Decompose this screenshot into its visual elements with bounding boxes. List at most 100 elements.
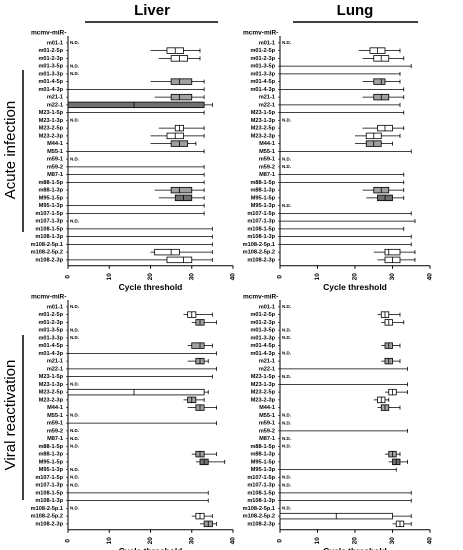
category-label: m59-2 xyxy=(259,428,275,434)
nd-label: N.D. xyxy=(70,40,79,45)
category-label: m01-2-3p xyxy=(250,320,275,326)
x-tick-label: 30 xyxy=(389,273,396,281)
category-label: M87-1 xyxy=(47,172,63,178)
category-label: m108-2-5p.1 xyxy=(31,242,63,248)
category-label: M55-1 xyxy=(47,413,63,419)
category-label: m01-3-5p xyxy=(250,64,275,70)
category-label: m108-1-5p xyxy=(247,226,275,232)
box xyxy=(166,256,193,264)
category-label: m108-1-5p xyxy=(247,490,275,496)
category-label: m108-1-5p xyxy=(35,490,63,496)
category-label: m108-2-3p xyxy=(35,257,63,263)
category-label: M95-1-5p xyxy=(39,459,64,465)
nd-label: N.D. xyxy=(282,118,291,123)
category-label: m01-2-3p xyxy=(250,56,275,62)
x-tick-label: 10 xyxy=(106,537,113,545)
x-tick-label: 20 xyxy=(352,273,359,281)
category-label: M23-2-3p xyxy=(251,133,276,139)
category-label: M23-2-3p xyxy=(251,397,276,403)
category-label: M95-1-3p xyxy=(251,467,276,473)
category-label: m88-1-3p xyxy=(38,188,63,194)
category-label: M23-1-3p xyxy=(39,118,64,124)
x-axis-title: Cycle threshold xyxy=(323,546,387,550)
category-label: M95-1-3p xyxy=(251,203,276,209)
category-label: m01-2-3p xyxy=(38,320,63,326)
x-tick-label: 0 xyxy=(65,539,72,543)
category-label: m01-1 xyxy=(259,40,275,46)
category-label: m59-1 xyxy=(47,157,63,163)
x-tick-label: 0 xyxy=(65,275,72,279)
column-title: Liver xyxy=(134,2,170,19)
row-title: Viral reactivation xyxy=(2,360,19,471)
category-label: m22-1 xyxy=(47,102,63,108)
nd-label: N.D. xyxy=(282,413,291,418)
nd-label: N.D. xyxy=(70,382,79,387)
box xyxy=(67,388,205,396)
category-label: M23-1-5p xyxy=(39,374,64,380)
category-label: m108-2-3p xyxy=(35,521,63,527)
category-label: m01-3-5p xyxy=(38,328,63,334)
category-label: m108-1-3p xyxy=(247,498,275,504)
x-tick-label: 30 xyxy=(188,273,195,281)
column-title: Lung xyxy=(337,2,374,19)
category-label: m01-4-5p xyxy=(250,79,275,85)
category-label: m22-1 xyxy=(259,366,275,372)
x-tick-label: 40 xyxy=(427,273,434,281)
category-label: m01-4-5p xyxy=(38,79,63,85)
category-label: M44-1 xyxy=(47,405,63,411)
category-label: M44-1 xyxy=(47,141,63,147)
category-label: m108-1-3p xyxy=(35,234,63,240)
category-label: M55-1 xyxy=(259,413,275,419)
x-tick-label: 20 xyxy=(147,537,154,545)
nd-label: N.D. xyxy=(282,351,291,356)
category-label: m01-4-5p xyxy=(38,343,63,349)
category-label: m108-2-5p.1 xyxy=(243,242,275,248)
nd-label: N.D. xyxy=(70,467,79,472)
nd-label: N.D. xyxy=(282,203,291,208)
x-tick-label: 10 xyxy=(106,273,113,281)
box xyxy=(170,78,193,85)
category-label: m88-1-5p xyxy=(38,444,63,450)
category-label: m88-1-3p xyxy=(250,452,275,458)
category-label: m108-2-5p.2 xyxy=(31,250,63,256)
category-label: M55-1 xyxy=(259,149,275,155)
category-label: m108-1-5p xyxy=(35,226,63,232)
x-tick-label: 0 xyxy=(277,539,284,543)
header: mcmv-miR- xyxy=(243,294,278,301)
category-label: m59-2 xyxy=(47,428,63,434)
category-label: m88-1-5p xyxy=(250,444,275,450)
category-label: m108-2-5p.2 xyxy=(243,250,275,256)
category-label: m01-3-5p xyxy=(38,64,63,70)
category-label: M55-1 xyxy=(47,149,63,155)
box xyxy=(67,101,205,109)
category-label: M95-1-5p xyxy=(251,459,276,465)
nd-label: N.D. xyxy=(70,304,79,309)
category-label: m107-1-3p xyxy=(35,483,63,489)
nd-label: N.D. xyxy=(70,156,79,161)
header: mcmv-miR- xyxy=(243,30,278,37)
category-label: m01-3-3p xyxy=(38,71,63,77)
nd-label: N.D. xyxy=(282,156,291,161)
category-label: m88-1-3p xyxy=(250,188,275,194)
category-label: m107-1-3p xyxy=(247,219,275,225)
category-label: m01-3-3p xyxy=(38,335,63,341)
nd-label: N.D. xyxy=(70,63,79,68)
x-tick-label: 10 xyxy=(314,537,321,545)
category-label: m59-2 xyxy=(47,164,63,170)
nd-label: N.D. xyxy=(70,218,79,223)
category-label: m107-1-3p xyxy=(247,483,275,489)
category-label: m01-1 xyxy=(47,304,63,310)
category-label: M95-1-5p xyxy=(251,195,276,201)
category-label: m01-3-3p xyxy=(250,71,275,77)
category-label: m01-4-5p xyxy=(250,343,275,349)
nd-label: N.D. xyxy=(282,444,291,449)
category-label: m107-1-5p xyxy=(35,211,63,217)
category-label: m88-1-5p xyxy=(250,180,275,186)
category-label: m21-1 xyxy=(259,359,275,365)
category-label: m108-1-3p xyxy=(35,498,63,504)
box xyxy=(154,248,180,256)
category-label: m108-2-5p.1 xyxy=(31,506,63,512)
category-label: M44-1 xyxy=(259,405,275,411)
category-label: m59-2 xyxy=(259,164,275,170)
category-label: m01-4-3p xyxy=(250,87,275,93)
